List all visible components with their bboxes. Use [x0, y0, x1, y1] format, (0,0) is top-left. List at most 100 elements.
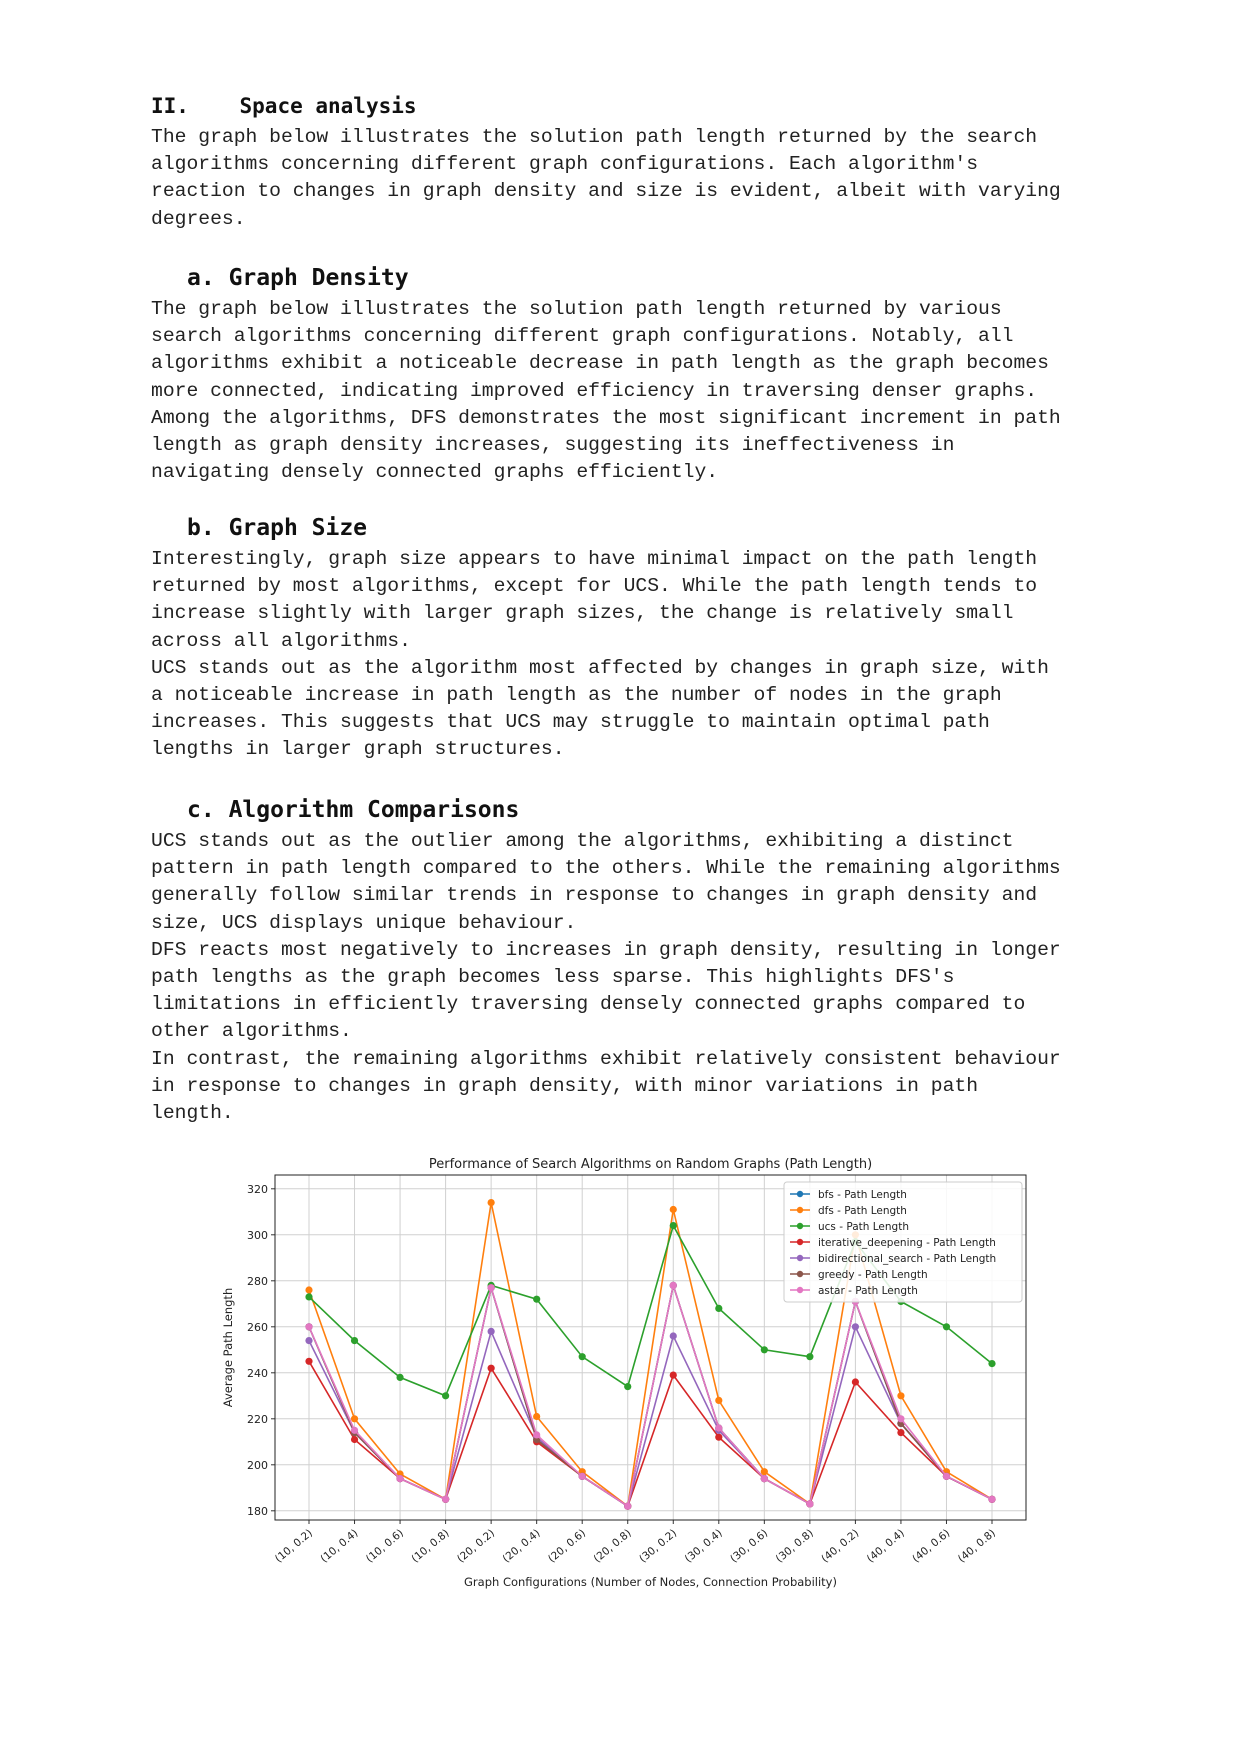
y-axis-label: Average Path Length	[221, 1288, 235, 1407]
subsection-text-comparisons: UCS stands out as the outlier among the …	[151, 830, 1061, 1125]
data-point	[396, 1373, 404, 1381]
x-tick-label: (40, 0.6)	[910, 1527, 952, 1565]
path-length-chart: Performance of Search Algorithms on Rand…	[218, 1152, 1038, 1592]
data-point	[350, 1426, 359, 1434]
data-point	[806, 1500, 814, 1508]
data-point	[988, 1495, 996, 1503]
x-tick-label: (20, 0.2)	[455, 1527, 497, 1565]
y-tick-label: 180	[247, 1505, 268, 1518]
x-tick-label: (20, 0.6)	[546, 1527, 588, 1565]
x-tick-label: (10, 0.8)	[409, 1527, 451, 1565]
subsection-text-density: The graph below illustrates the solution…	[151, 298, 1061, 484]
data-point	[305, 1357, 313, 1365]
data-point	[305, 1323, 313, 1331]
section-intro: The graph below illustrates the solution…	[151, 126, 1061, 230]
y-tick-label: 300	[247, 1229, 268, 1242]
x-tick-label: (20, 0.4)	[500, 1527, 542, 1565]
data-point	[942, 1472, 951, 1480]
legend-marker	[796, 1254, 804, 1262]
data-point	[669, 1222, 677, 1230]
data-point	[533, 1412, 541, 1421]
subsection-heading-comparisons: c. Algorithm Comparisons	[187, 797, 519, 823]
subsection-label: c.	[187, 797, 215, 823]
x-tick-label: (20, 0.8)	[592, 1527, 634, 1565]
subsection-title: Graph Size	[228, 515, 368, 541]
data-point	[897, 1429, 905, 1437]
x-tick-label: (30, 0.4)	[683, 1527, 725, 1565]
data-point	[350, 1337, 359, 1345]
data-point	[533, 1431, 541, 1439]
subsection-text-size: Interestingly, graph size appears to hav…	[151, 548, 1049, 761]
x-tick-label: (40, 0.8)	[956, 1527, 998, 1565]
plot-border	[274, 1174, 1027, 1521]
data-point	[760, 1475, 768, 1483]
y-tick-label: 280	[247, 1275, 268, 1288]
data-point	[305, 1337, 313, 1345]
legend-label: ucs - Path Length	[818, 1221, 909, 1233]
data-point	[624, 1502, 632, 1510]
data-point	[624, 1383, 632, 1391]
subsection-label: a.	[187, 265, 215, 291]
data-point	[487, 1199, 495, 1207]
legend-label: bidirectional_search - Path Length	[818, 1253, 996, 1265]
subsection-title: Graph Density	[228, 265, 409, 291]
series-line	[308, 1282, 993, 1508]
y-tick-label: 260	[247, 1321, 268, 1334]
x-tick-label: (40, 0.4)	[865, 1527, 907, 1565]
data-point	[305, 1286, 313, 1294]
subsection-label: b.	[187, 515, 215, 541]
data-point	[715, 1424, 723, 1432]
data-point	[350, 1435, 359, 1444]
legend-marker	[796, 1238, 804, 1246]
x-tick-label: (10, 0.2)	[273, 1527, 315, 1565]
legend-label: dfs - Path Length	[818, 1205, 907, 1217]
chart-svg: Performance of Search Algorithms on Rand…	[221, 1157, 1027, 1589]
data-point	[669, 1281, 677, 1289]
data-point	[350, 1415, 359, 1423]
data-point	[988, 1360, 996, 1368]
data-point	[715, 1433, 723, 1441]
data-point	[305, 1293, 313, 1301]
data-point	[669, 1371, 677, 1379]
chart-title: Performance of Search Algorithms on Rand…	[429, 1157, 872, 1172]
y-tick-label: 220	[247, 1413, 268, 1426]
data-point	[487, 1364, 495, 1372]
legend-label: bfs - Path Length	[818, 1189, 907, 1201]
data-point	[669, 1205, 677, 1214]
data-point	[942, 1323, 951, 1331]
data-point	[396, 1475, 404, 1483]
data-point	[442, 1392, 450, 1400]
data-point	[806, 1353, 814, 1361]
legend-label: astar - Path Length	[818, 1285, 918, 1297]
legend-box	[783, 1181, 1023, 1303]
legend-marker	[796, 1286, 804, 1294]
data-point	[897, 1392, 905, 1400]
y-tick-label: 200	[247, 1459, 268, 1472]
legend-marker	[796, 1270, 804, 1278]
data-point	[897, 1415, 905, 1423]
data-point	[487, 1284, 495, 1292]
data-point	[578, 1472, 586, 1480]
x-axis-label: Graph Configurations (Number of Nodes, C…	[464, 1575, 837, 1589]
legend-marker	[796, 1222, 804, 1230]
data-point	[442, 1495, 450, 1503]
series-line	[308, 1202, 993, 1508]
data-point	[578, 1353, 586, 1361]
section-heading: II. Space analysis	[151, 94, 417, 118]
legend-marker	[796, 1190, 804, 1198]
data-point	[487, 1327, 495, 1335]
data-point	[715, 1304, 723, 1312]
x-tick-label: (10, 0.6)	[364, 1527, 406, 1565]
subsection-heading-size: b. Graph Size	[187, 515, 367, 541]
y-tick-label: 320	[247, 1183, 268, 1196]
y-tick-label: 240	[247, 1367, 268, 1380]
data-point	[851, 1378, 860, 1386]
x-tick-label: (30, 0.6)	[728, 1527, 770, 1565]
subsection-title: Algorithm Comparisons	[228, 797, 520, 823]
data-point	[533, 1295, 541, 1303]
x-tick-label: (10, 0.4)	[318, 1527, 360, 1565]
data-point	[851, 1323, 860, 1331]
x-tick-label: (40, 0.2)	[819, 1527, 861, 1565]
x-tick-label: (30, 0.2)	[637, 1527, 679, 1565]
